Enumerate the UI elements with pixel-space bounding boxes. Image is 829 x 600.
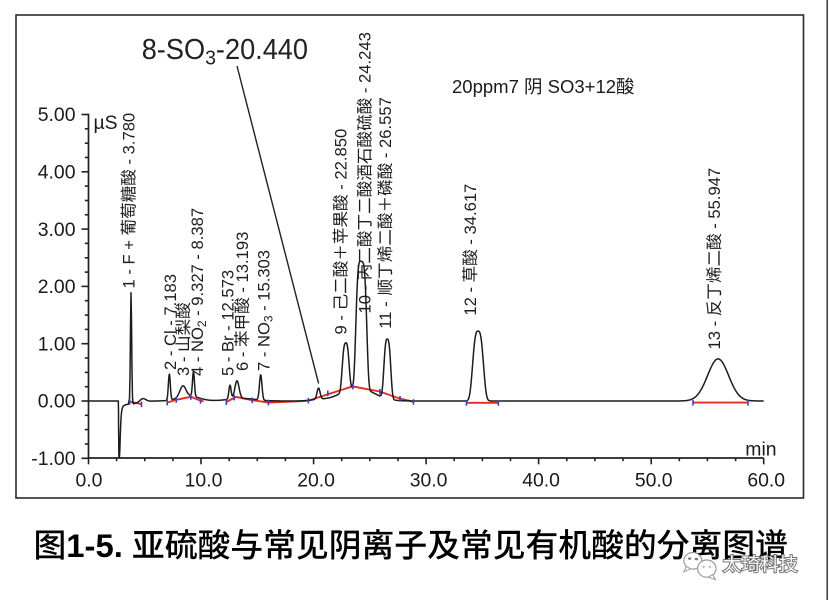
svg-text:6 -: 6 - (233, 347, 252, 371)
svg-text:µS: µS (94, 112, 118, 134)
svg-text:1 - F +: 1 - F + (120, 235, 139, 288)
svg-text:8-SO: 8-SO (142, 34, 205, 66)
svg-text:20.0: 20.0 (297, 470, 335, 492)
svg-text:2.00: 2.00 (38, 276, 76, 298)
svg-text:3.00: 3.00 (38, 219, 76, 241)
svg-text:- 55.947: - 55.947 (705, 168, 724, 234)
svg-text:60.0: 60.0 (747, 470, 785, 492)
svg-text:3 -: 3 - (174, 352, 193, 376)
svg-text:0.00: 0.00 (38, 391, 76, 413)
svg-text:9 -: 9 - (332, 311, 351, 335)
svg-text:5.00: 5.00 (38, 104, 76, 126)
svg-text:50.0: 50.0 (635, 470, 673, 492)
svg-text:min: min (745, 439, 776, 461)
svg-text:40.0: 40.0 (522, 470, 560, 492)
svg-text:10 -: 10 - (356, 280, 375, 313)
svg-text:0.0: 0.0 (76, 470, 103, 492)
svg-text:12 -: 12 - (461, 282, 480, 315)
svg-text:3: 3 (262, 315, 276, 322)
svg-text:- 13.193: - 13.193 (233, 232, 252, 298)
svg-text:- 34.617: - 34.617 (461, 184, 480, 250)
svg-text:- 3.780: - 3.780 (120, 113, 139, 169)
svg-text:- 22.850: - 22.850 (332, 129, 351, 195)
svg-text:- 24.243: - 24.243 (356, 32, 375, 97)
svg-text:3: 3 (205, 47, 216, 70)
svg-text:5 - Br - 12.573: 5 - Br - 12.573 (219, 270, 238, 376)
svg-text:30.0: 30.0 (410, 470, 448, 492)
svg-text:1-5.: 1-5. (66, 527, 132, 564)
svg-text:7 - NO: 7 - NO (255, 322, 274, 371)
svg-text:4 - NO: 4 - NO (188, 327, 207, 376)
svg-text:20ppm7: 20ppm7 (452, 76, 524, 97)
svg-text:-1.00: -1.00 (31, 448, 75, 470)
svg-text:- 26.557: - 26.557 (376, 97, 395, 163)
svg-text:10.0: 10.0 (185, 470, 223, 492)
svg-text:4.00: 4.00 (38, 162, 76, 184)
svg-text:- 15.303: - 15.303 (255, 250, 274, 316)
svg-text:-20.440: -20.440 (216, 34, 308, 66)
svg-text:SO3+12: SO3+12 (543, 76, 617, 97)
svg-text:1.00: 1.00 (38, 333, 76, 355)
svg-text:2: 2 (195, 320, 209, 327)
svg-text:- 9.327 - 8.387: - 9.327 - 8.387 (188, 208, 207, 321)
svg-text:13 -: 13 - (705, 316, 724, 349)
svg-text:2 - Cl - 7.183: 2 - Cl - 7.183 (161, 274, 180, 370)
svg-text:11 -: 11 - (376, 297, 395, 329)
